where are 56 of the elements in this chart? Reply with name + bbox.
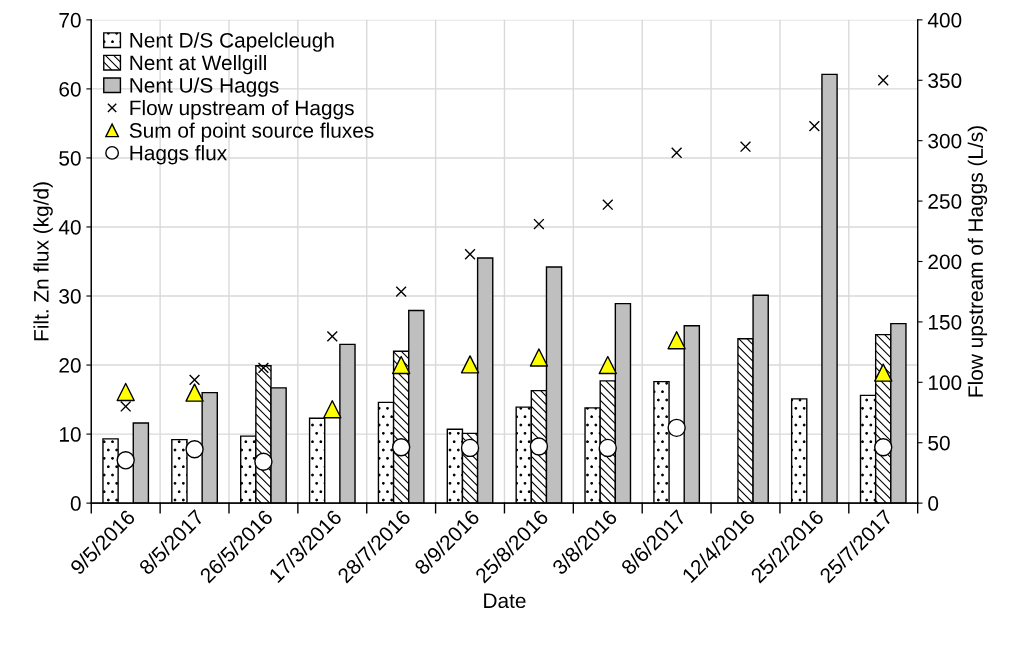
legend-label: Sum of point source fluxes (129, 122, 374, 142)
y2-tick-label: 300 (928, 133, 962, 149)
y-tick-label: 60 (59, 81, 81, 97)
y-axis-title: Filt. Zn flux (kg/d) (33, 182, 53, 341)
legend-label: Nent U/S Haggs (130, 77, 279, 97)
y-tick-label: 50 (59, 150, 81, 166)
legend-label: Nent at Wellgill (130, 54, 266, 75)
point (460, 438, 480, 458)
point (116, 382, 135, 402)
point (185, 383, 204, 402)
point (391, 437, 411, 457)
y2-tick-label: 400 (927, 12, 962, 28)
y-tick-label: 30 (59, 289, 81, 304)
point (529, 437, 549, 456)
legend-label: Flow upstream of Haggs (130, 100, 354, 120)
x-axis-title: Date (484, 593, 526, 609)
point (257, 362, 270, 374)
point (533, 218, 545, 230)
y-tick-label: 0 (70, 496, 81, 511)
point (874, 437, 893, 457)
point (874, 363, 893, 382)
point (598, 438, 617, 458)
point (877, 74, 889, 86)
y2-tick-label: 50 (928, 435, 950, 451)
point (326, 330, 338, 343)
point (464, 248, 476, 260)
y-tick-label: 10 (59, 427, 81, 442)
point (460, 355, 480, 374)
legend-label: Nent D/S Capelcleugh (130, 32, 334, 52)
point (739, 141, 752, 153)
y-tick-label: 40 (58, 219, 81, 235)
point (188, 374, 201, 386)
point (391, 355, 411, 375)
point (598, 355, 617, 375)
point (120, 400, 132, 413)
y-tick-label: 20 (59, 358, 81, 373)
point (395, 286, 407, 298)
point (602, 199, 614, 211)
y-tick-label: 70 (59, 12, 81, 28)
y2-axis-title: Flow upstream of Haggs (L/s) (967, 126, 988, 397)
y2-tick-label: 0 (928, 496, 939, 511)
y2-tick-label: 250 (928, 194, 962, 209)
y2-tick-label: 100 (928, 375, 962, 391)
point (185, 440, 204, 459)
point (671, 147, 683, 159)
y2-tick-label: 200 (928, 254, 962, 270)
point (323, 400, 342, 419)
y2-tick-label: 150 (928, 314, 962, 330)
legend-label: Haggs flux (130, 145, 227, 165)
y2-tick-label: 350 (928, 73, 962, 89)
point (254, 452, 273, 471)
point (808, 120, 820, 132)
point (116, 451, 135, 470)
point (529, 348, 549, 367)
point (667, 418, 686, 438)
point (667, 330, 686, 350)
